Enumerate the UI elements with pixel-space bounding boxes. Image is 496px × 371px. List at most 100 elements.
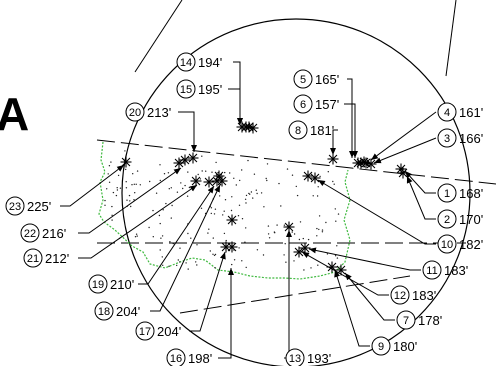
stipple-dot: [111, 214, 113, 216]
stipple-dot: [214, 253, 217, 256]
marker-number: 9: [378, 341, 384, 353]
leader-line-4: [370, 111, 437, 161]
stipple-dot: [231, 263, 233, 266]
stipple-dot: [325, 221, 327, 224]
marker-19: 19 210': [88, 274, 134, 294]
survey-point-star: [326, 261, 338, 273]
marker-bubble: [293, 69, 313, 89]
stipple-dot: [267, 225, 270, 227]
stipple-dot: [104, 204, 106, 206]
stipple-dot: [155, 192, 158, 194]
marker-12: 12 183': [390, 285, 436, 305]
stipple-dot: [241, 218, 244, 220]
survey-point-star: [203, 176, 215, 188]
survey-point-star: [299, 242, 311, 254]
stipple-dot: [161, 235, 164, 237]
stipple-dot: [285, 261, 287, 263]
leader-line-12: [301, 251, 389, 296]
stipple-dot: [211, 171, 213, 173]
marker-bubble: [288, 120, 308, 140]
marker-number: 11: [426, 265, 437, 277]
stipple-dot: [133, 183, 135, 185]
stipple-dot: [139, 184, 141, 186]
marker-elevation: 180': [393, 339, 417, 354]
survey-point-star: [211, 175, 223, 187]
ground-stipple: [104, 150, 340, 271]
marker-bubble: [437, 234, 457, 254]
stipple-dot: [333, 183, 335, 185]
survey-point-star: [190, 175, 202, 187]
marker-number: 22: [24, 228, 36, 240]
stipple-dot: [266, 163, 269, 165]
stipple-dot: [187, 268, 189, 270]
marker-elevation: 157': [315, 97, 339, 112]
marker-bubble: [422, 260, 442, 280]
stipple-dot: [267, 233, 270, 235]
stipple-dot: [130, 205, 132, 208]
marker-elevation: 168': [459, 186, 483, 201]
stipple-dot: [284, 243, 286, 245]
stipple-dot: [293, 260, 295, 262]
leader-line-23: [60, 164, 125, 207]
stipple-dot: [134, 236, 137, 238]
marker-23: 23 225': [5, 196, 51, 216]
marker-elevation: 183': [444, 263, 468, 278]
marker-elevation: 193': [307, 351, 331, 366]
stipple-dot: [291, 231, 293, 233]
marker-number: 6: [300, 99, 306, 111]
leader-line-13: [284, 230, 292, 359]
stipple-dot: [180, 182, 182, 184]
stipple-dot: [248, 192, 250, 195]
stipple-dot: [286, 168, 289, 170]
stipple-dot: [260, 192, 263, 194]
marker-bubble: [293, 94, 313, 114]
survey-point-star: [243, 121, 255, 133]
tangent-line-right: [445, 0, 457, 77]
stipple-dot: [201, 155, 203, 157]
marker-14: 14 194': [176, 52, 222, 72]
stipple-dot: [256, 249, 259, 251]
marker-number: 18: [98, 306, 110, 318]
stipple-dot: [124, 150, 126, 152]
stipple-dot: [212, 253, 214, 255]
stipple-dot: [295, 185, 297, 188]
stipple-dot: [129, 200, 131, 202]
marker-bubble: [5, 196, 25, 216]
stipple-dot: [160, 237, 162, 239]
marker-elevation: 198': [188, 351, 212, 366]
stipple-dot: [186, 195, 189, 197]
marker-bubble: [135, 321, 155, 341]
stipple-dot: [214, 267, 216, 269]
stipple-dot: [256, 192, 258, 195]
stipple-dot: [195, 261, 197, 263]
stipple-dot: [278, 182, 280, 185]
survey-point-star: [355, 157, 367, 169]
plot-boundary-bottom: [179, 275, 411, 314]
figure-letter: A: [0, 88, 29, 140]
stipple-dot: [187, 232, 189, 235]
marker-elevation: 194': [198, 55, 222, 70]
leader-line-19: [138, 185, 215, 285]
marker-elevation: 181': [310, 123, 334, 138]
stipple-dot: [148, 226, 150, 229]
stipple-dot: [326, 253, 329, 255]
stipple-dot: [317, 264, 319, 266]
stipple-dot: [299, 221, 302, 223]
stipple-dot: [165, 202, 167, 205]
stipple-dot: [176, 264, 178, 267]
stipple-dot: [170, 217, 172, 219]
stipple-dot: [196, 264, 198, 266]
stipple-dot: [310, 267, 312, 269]
stipple-dot: [302, 237, 304, 240]
stipple-dot: [316, 195, 319, 197]
stipple-dot: [190, 237, 192, 239]
stipple-dot: [209, 250, 211, 252]
marker-number: 5: [300, 74, 306, 86]
stipple-dot: [163, 173, 166, 175]
stipple-dot: [201, 170, 203, 172]
stipple-dot: [229, 172, 231, 174]
marker-bubble: [125, 102, 145, 122]
stipple-dot: [131, 184, 133, 186]
marker-bubble: [176, 52, 196, 72]
